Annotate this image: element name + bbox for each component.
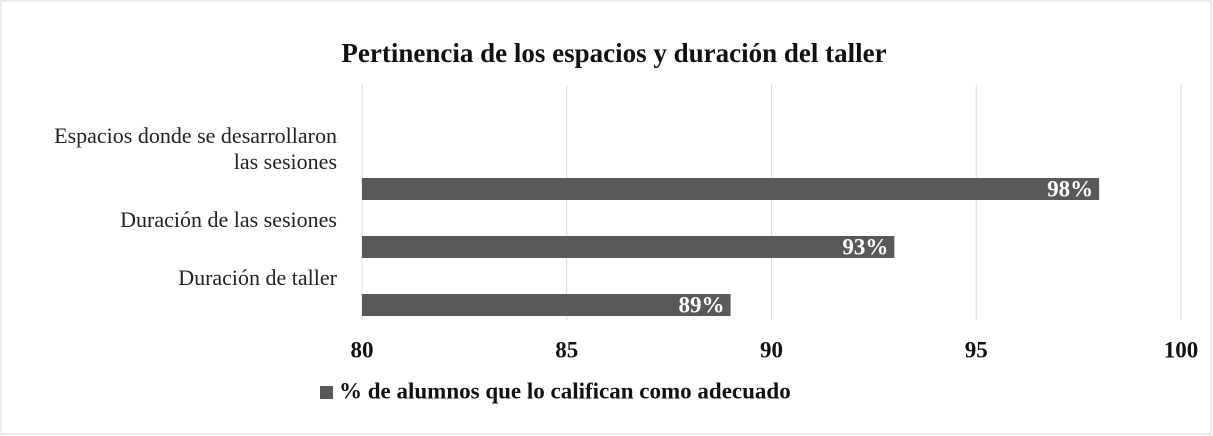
bar bbox=[362, 178, 1100, 200]
y-tick-label: Espacios donde se desarrollaron las sesi… bbox=[54, 123, 337, 174]
x-tick-label: 80 bbox=[351, 337, 374, 362]
data-label: 98% bbox=[1047, 176, 1093, 201]
bar bbox=[362, 294, 731, 316]
legend-swatch bbox=[320, 386, 333, 399]
data-label: 89% bbox=[679, 292, 725, 317]
data-label: 93% bbox=[842, 234, 888, 259]
legend-label: % de alumnos que lo califican como adecu… bbox=[339, 378, 791, 403]
chart-title: Pertinencia de los espacios y duración d… bbox=[341, 38, 886, 68]
y-tick-label: Duración de taller bbox=[178, 265, 337, 290]
x-tick-label: 85 bbox=[555, 337, 578, 362]
y-tick-label: Duración de las sesiones bbox=[120, 207, 337, 232]
bar bbox=[362, 236, 895, 258]
x-tick-label: 90 bbox=[760, 337, 783, 362]
x-tick-label: 100 bbox=[1164, 337, 1199, 362]
x-tick-label: 95 bbox=[965, 337, 988, 362]
